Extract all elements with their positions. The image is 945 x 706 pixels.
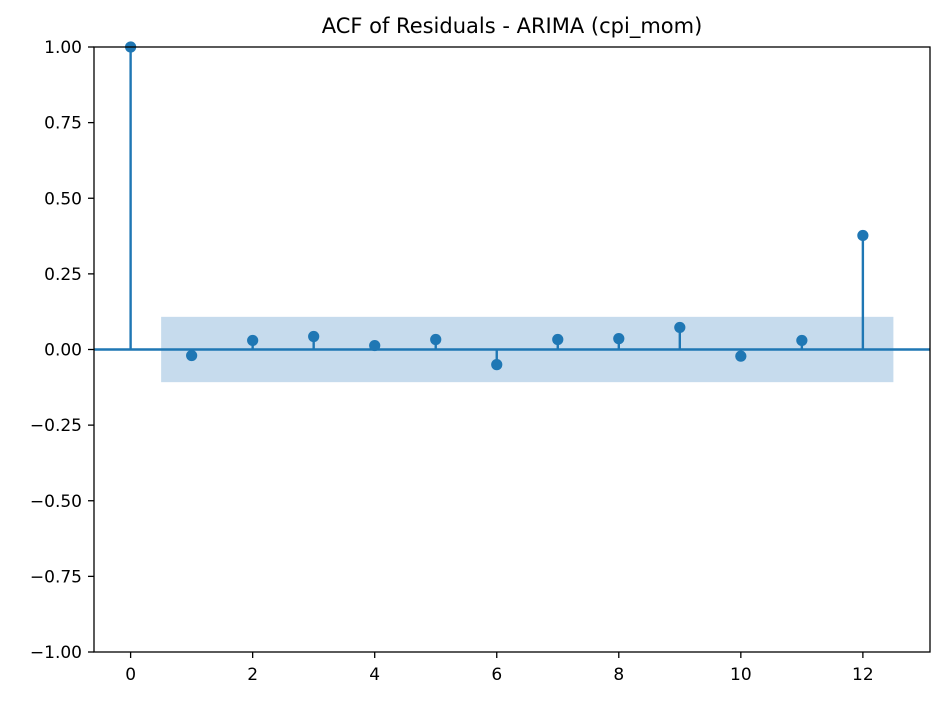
acf-point-lag-4 [369,339,381,352]
acf-point-lag-11 [796,334,808,347]
y-tick-label: 0.50 [44,189,82,209]
x-tick-label: 10 [730,665,752,685]
acf-point-lag-6 [491,359,503,371]
y-tick-label: 0.75 [44,114,82,134]
acf-point-lag-3 [308,330,320,343]
acf-point-lag-9 [674,321,686,334]
stem-layer [94,41,930,371]
acf-point-lag-10 [735,350,747,362]
x-tick-label: 12 [852,665,874,685]
y-tick-label: −1.00 [30,643,82,663]
y-tick-label: −0.50 [30,492,82,512]
y-tick-label: 1.00 [44,38,82,58]
axes-layer: 0 2 4 6 8 10 12 1.00 0.75 0.50 0.25 0.00 −0.25 −0.50 −… [30,38,931,685]
chart-title: ACF of Residuals - ARIMA (cpi_mom) [322,14,703,39]
y-tick-label: 0.00 [44,341,82,361]
acf-point-lag-2 [247,334,259,347]
x-tick-label: 2 [247,665,258,685]
acf-point-lag-7 [552,333,564,346]
x-tick-label: 0 [125,665,136,685]
y-tick-label: 0.25 [44,265,82,285]
acf-point-lag-1 [186,349,198,362]
acf-point-lag-12 [857,229,869,242]
x-tick-label: 8 [613,665,624,685]
acf-point-lag-8 [613,333,625,345]
x-tick-label: 4 [369,665,380,685]
acf-point-lag-5 [430,333,442,346]
y-tick-label: −0.75 [30,567,82,587]
x-tick-label: 6 [491,665,502,685]
y-tick-label: −0.25 [30,416,82,436]
